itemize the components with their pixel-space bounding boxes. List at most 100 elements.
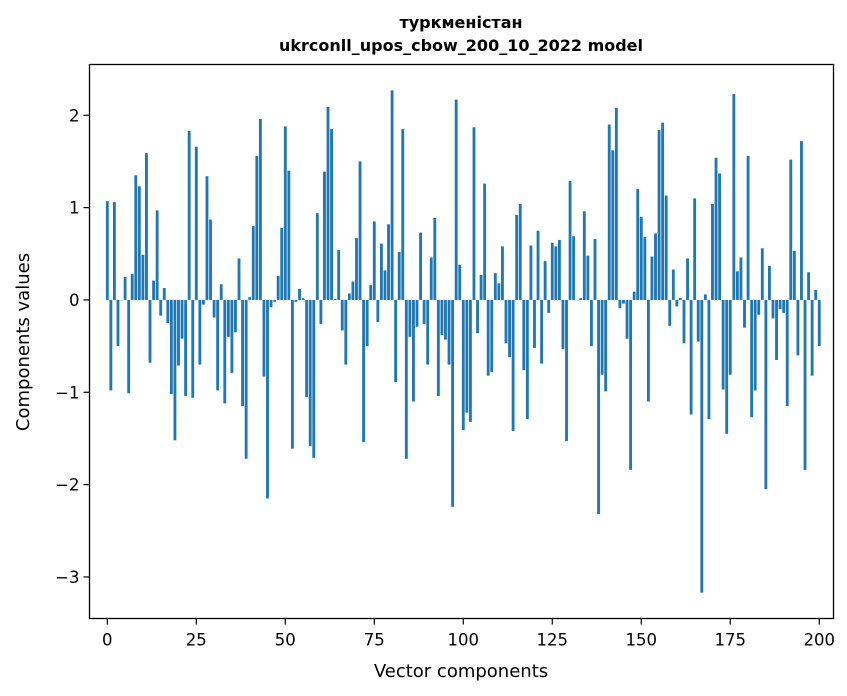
bar-108: [490, 299, 494, 372]
bar-200: [817, 299, 821, 347]
bar-0: [105, 201, 109, 300]
bar-15: [159, 299, 163, 316]
bar-102: [468, 299, 472, 422]
bar-27: [201, 299, 205, 305]
bar-186: [768, 265, 771, 300]
bar-30: [212, 299, 216, 318]
bar-40: [248, 297, 252, 300]
bar-111: [501, 246, 504, 300]
bar-78: [383, 270, 387, 300]
y-tick-label: −3: [55, 568, 79, 587]
bar-38: [241, 299, 244, 407]
bar-17: [166, 299, 170, 324]
bar-152: [646, 299, 650, 402]
x-tick-label: 125: [537, 631, 569, 650]
bar-144: [618, 299, 622, 309]
bar-162: [682, 299, 686, 344]
bar-139: [600, 299, 604, 375]
bar-192: [789, 159, 793, 300]
x-tick-label: 0: [102, 631, 113, 650]
bar-157: [664, 195, 668, 300]
bar-172: [718, 173, 722, 300]
bar-164: [689, 299, 693, 415]
bar-170: [711, 203, 714, 300]
bar-113: [508, 299, 511, 358]
bar-121: [536, 230, 540, 300]
bar-6: [127, 299, 131, 394]
bar-22: [184, 299, 188, 396]
bar-181: [750, 299, 754, 418]
bar-153: [650, 256, 654, 300]
bar-197: [807, 272, 811, 300]
bar-148: [632, 291, 636, 300]
chart-title-line2: ukrconll_upos_cbow_200_10_2022 model: [279, 36, 643, 55]
bar-134: [582, 211, 586, 300]
bar-72: [362, 299, 366, 443]
bar-70: [355, 238, 358, 300]
bar-53: [294, 299, 298, 302]
bar-110: [497, 283, 501, 300]
bar-167: [700, 299, 704, 593]
bar-65: [337, 250, 341, 300]
bar-11: [145, 153, 148, 300]
bar-135: [586, 255, 590, 300]
bar-143: [614, 107, 618, 300]
bar-49: [280, 227, 284, 300]
bar-163: [686, 258, 689, 300]
bar-151: [643, 237, 647, 300]
bar-94: [440, 299, 444, 336]
bar-83: [401, 129, 405, 300]
bar-67: [344, 299, 348, 365]
bar-14: [155, 210, 159, 300]
bar-191: [785, 299, 789, 407]
bar-106: [483, 183, 487, 300]
bar-171: [714, 157, 718, 300]
bar-75: [372, 221, 376, 300]
bar-33: [223, 299, 227, 404]
bar-130: [568, 180, 572, 300]
bar-54: [298, 288, 301, 300]
bar-124: [547, 299, 551, 313]
bar-185: [764, 299, 768, 490]
bar-12: [148, 299, 152, 363]
bar-199: [814, 289, 818, 300]
bar-9: [137, 186, 141, 300]
bar-84: [404, 299, 408, 459]
bar-3: [116, 299, 120, 347]
bar-16: [162, 287, 166, 300]
bar-88: [419, 232, 422, 300]
bar-112: [504, 299, 508, 344]
bar-193: [792, 251, 796, 300]
bar-147: [629, 299, 633, 470]
bar-126: [554, 246, 558, 300]
bar-198: [810, 299, 814, 376]
bar-187: [771, 299, 775, 319]
bar-136: [590, 299, 593, 347]
bar-128: [561, 299, 565, 349]
bar-89: [422, 299, 426, 324]
bar-160: [675, 299, 679, 307]
bar-182: [753, 299, 757, 391]
bar-138: [597, 299, 600, 515]
bar-183: [757, 299, 761, 315]
bar-74: [369, 285, 373, 300]
x-tick-label: 100: [448, 631, 480, 650]
bar-99: [458, 264, 462, 300]
bar-63: [330, 129, 333, 300]
y-tick-label: 0: [69, 291, 80, 310]
bar-57: [308, 299, 312, 446]
bar-82: [397, 251, 401, 300]
plot-frame: [88, 63, 835, 620]
bar-20: [177, 299, 180, 366]
bar-71: [358, 161, 362, 300]
x-tick-label: 150: [626, 631, 658, 650]
bar-56: [305, 299, 309, 397]
bar-92: [433, 217, 437, 300]
bar-61: [323, 171, 326, 300]
bar-51: [287, 170, 291, 300]
bar-109: [493, 273, 497, 300]
bar-101: [465, 299, 469, 413]
bar-24: [191, 299, 195, 398]
bar-77: [379, 243, 383, 300]
bar-189: [778, 299, 782, 310]
